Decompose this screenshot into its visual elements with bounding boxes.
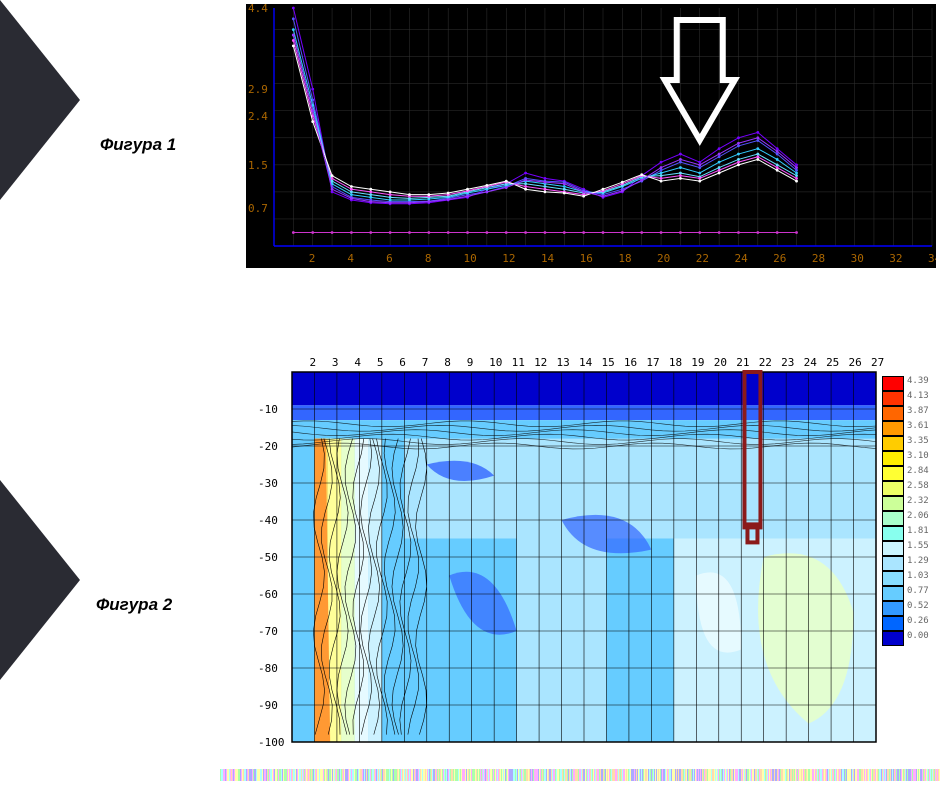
svg-text:-90: -90 <box>258 699 278 712</box>
legend-entry: 4.13 <box>882 391 932 406</box>
svg-text:12: 12 <box>534 356 547 369</box>
svg-text:27: 27 <box>871 356 884 369</box>
svg-text:22: 22 <box>759 356 772 369</box>
svg-text:15: 15 <box>601 356 614 369</box>
svg-text:26: 26 <box>849 356 862 369</box>
svg-text:8: 8 <box>444 356 451 369</box>
contour-chart-svg: 2345678910111213141516171819202122232425… <box>244 350 884 750</box>
legend-entry: 3.10 <box>882 451 932 466</box>
svg-text:18: 18 <box>669 356 682 369</box>
line-chart-svg: 0.71.52.42.94.42468101214161820222426283… <box>246 4 936 268</box>
svg-text:-20: -20 <box>258 440 278 453</box>
legend-entry: 3.61 <box>882 421 932 436</box>
svg-text:-10: -10 <box>258 403 278 416</box>
svg-text:8: 8 <box>425 252 432 265</box>
legend-entry: 0.00 <box>882 631 932 646</box>
svg-text:19: 19 <box>691 356 704 369</box>
legend-entry: 1.29 <box>882 556 932 571</box>
svg-text:32: 32 <box>889 252 902 265</box>
svg-text:4: 4 <box>354 356 361 369</box>
svg-text:25: 25 <box>826 356 839 369</box>
svg-text:14: 14 <box>579 356 593 369</box>
legend-entry: 1.03 <box>882 571 932 586</box>
svg-text:-80: -80 <box>258 662 278 675</box>
line-chart: 0.71.52.42.94.42468101214161820222426283… <box>244 2 938 270</box>
svg-text:2.9: 2.9 <box>248 83 268 96</box>
color-legend: 4.394.133.873.613.353.102.842.582.322.06… <box>882 376 932 646</box>
svg-text:26: 26 <box>773 252 786 265</box>
svg-text:20: 20 <box>657 252 670 265</box>
svg-text:12: 12 <box>502 252 515 265</box>
svg-text:-70: -70 <box>258 625 278 638</box>
svg-text:6: 6 <box>399 356 406 369</box>
legend-entry: 2.06 <box>882 511 932 526</box>
svg-text:28: 28 <box>812 252 825 265</box>
legend-entry: 2.58 <box>882 481 932 496</box>
legend-entry: 0.52 <box>882 601 932 616</box>
legend-entry: 1.81 <box>882 526 932 541</box>
svg-text:0.7: 0.7 <box>248 202 268 215</box>
svg-text:18: 18 <box>618 252 631 265</box>
figure-1-caption: Фигура 1 <box>100 136 176 153</box>
svg-text:-100: -100 <box>258 736 285 749</box>
legend-entry: 3.35 <box>882 436 932 451</box>
svg-text:-30: -30 <box>258 477 278 490</box>
svg-text:7: 7 <box>422 356 429 369</box>
legend-entry: 1.55 <box>882 541 932 556</box>
svg-text:10: 10 <box>489 356 502 369</box>
svg-text:-40: -40 <box>258 514 278 527</box>
legend-entry: 3.87 <box>882 406 932 421</box>
svg-text:13: 13 <box>557 356 570 369</box>
svg-text:21: 21 <box>736 356 749 369</box>
svg-text:1.5: 1.5 <box>248 159 268 172</box>
arrow-decoration-2 <box>0 480 80 680</box>
svg-text:5: 5 <box>377 356 384 369</box>
svg-text:34: 34 <box>928 252 936 265</box>
legend-entry: 4.39 <box>882 376 932 391</box>
contour-chart: 2345678910111213141516171819202122232425… <box>244 350 938 750</box>
svg-text:2: 2 <box>309 356 316 369</box>
svg-text:30: 30 <box>851 252 864 265</box>
svg-text:9: 9 <box>467 356 474 369</box>
svg-text:4.4: 4.4 <box>248 4 268 15</box>
svg-text:22: 22 <box>696 252 709 265</box>
svg-text:6: 6 <box>386 252 393 265</box>
svg-text:-60: -60 <box>258 588 278 601</box>
arrow-decoration-1 <box>0 0 80 200</box>
legend-entry: 2.32 <box>882 496 932 511</box>
legend-entry: 0.26 <box>882 616 932 631</box>
svg-text:16: 16 <box>624 356 637 369</box>
legend-entry: 0.77 <box>882 586 932 601</box>
svg-text:24: 24 <box>804 356 818 369</box>
svg-text:-50: -50 <box>258 551 278 564</box>
svg-text:11: 11 <box>512 356 525 369</box>
noise-bar <box>220 768 940 780</box>
figure-2-caption: Фигура 2 <box>96 596 172 613</box>
svg-text:20: 20 <box>714 356 727 369</box>
svg-text:16: 16 <box>580 252 593 265</box>
svg-text:2.4: 2.4 <box>248 110 268 123</box>
svg-text:23: 23 <box>781 356 794 369</box>
legend-entry: 2.84 <box>882 466 932 481</box>
svg-text:2: 2 <box>309 252 316 265</box>
svg-text:4: 4 <box>347 252 354 265</box>
svg-text:3: 3 <box>332 356 339 369</box>
svg-text:17: 17 <box>646 356 659 369</box>
svg-text:10: 10 <box>464 252 477 265</box>
svg-text:24: 24 <box>734 252 748 265</box>
svg-text:14: 14 <box>541 252 555 265</box>
